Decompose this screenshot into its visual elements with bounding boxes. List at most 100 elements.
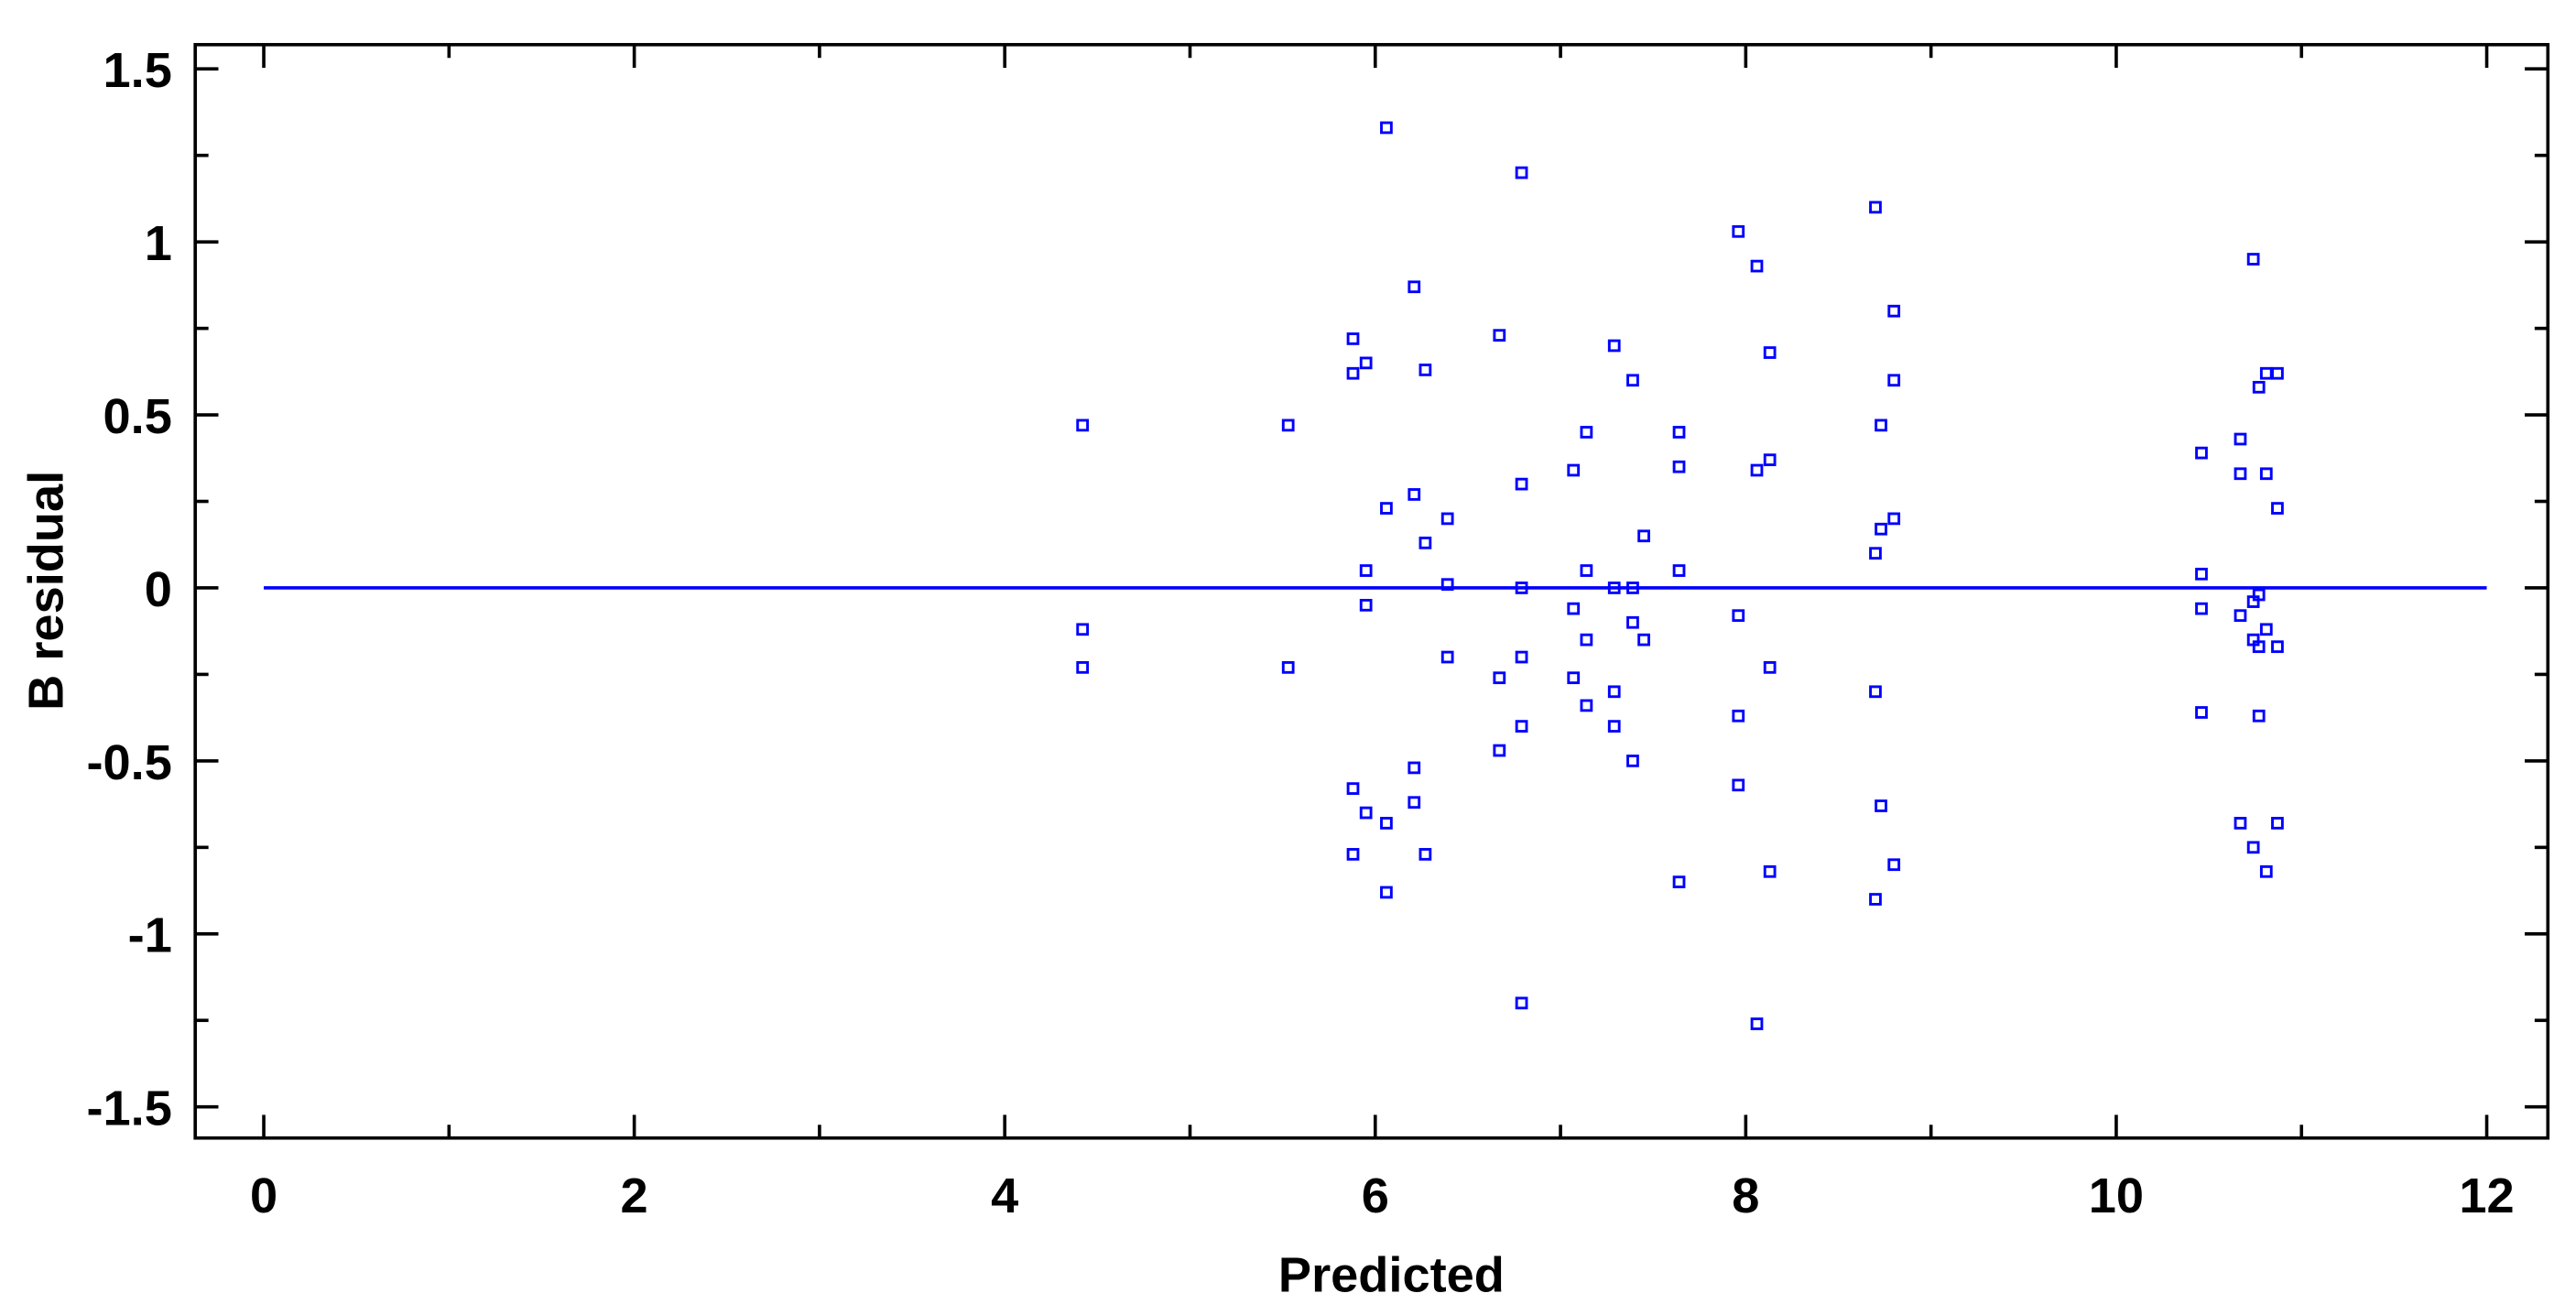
point bbox=[2252, 380, 2266, 394]
point bbox=[1626, 755, 1639, 767]
point bbox=[2195, 446, 2208, 460]
point bbox=[1875, 418, 1887, 432]
point bbox=[2234, 432, 2247, 446]
point bbox=[1408, 280, 1421, 294]
point bbox=[1887, 304, 1901, 318]
point bbox=[1515, 720, 1528, 733]
point bbox=[1869, 547, 1882, 560]
point bbox=[1626, 374, 1639, 387]
point bbox=[1750, 463, 1764, 477]
point bbox=[1750, 1017, 1764, 1030]
point bbox=[1580, 426, 1593, 439]
x-tick-label: 0 bbox=[250, 1168, 277, 1223]
point bbox=[2252, 640, 2266, 654]
y-tick-label: -1 bbox=[128, 908, 172, 963]
point bbox=[1637, 529, 1650, 543]
point bbox=[2271, 366, 2284, 380]
point bbox=[2195, 706, 2208, 719]
x-tick-label: 8 bbox=[1732, 1168, 1759, 1223]
point bbox=[1887, 512, 1901, 526]
plot-frame bbox=[193, 42, 2550, 1140]
y-tick-label: 1 bbox=[145, 216, 172, 271]
point bbox=[1076, 623, 1090, 636]
x-axis-label: Predicted bbox=[1278, 1248, 1505, 1303]
point bbox=[1380, 121, 1393, 135]
point bbox=[1763, 661, 1777, 674]
point bbox=[1607, 685, 1621, 699]
point bbox=[1875, 799, 1887, 812]
x-tick-label: 4 bbox=[991, 1168, 1018, 1223]
point bbox=[1359, 806, 1373, 820]
point bbox=[1515, 166, 1528, 179]
point bbox=[1515, 581, 1528, 594]
point bbox=[2271, 817, 2284, 830]
point bbox=[1281, 418, 1295, 432]
point bbox=[2271, 640, 2284, 654]
point bbox=[2271, 502, 2284, 515]
point bbox=[1440, 578, 1454, 592]
point bbox=[1380, 886, 1393, 899]
point bbox=[2246, 253, 2260, 266]
point bbox=[2234, 467, 2247, 481]
point bbox=[1076, 418, 1090, 432]
point bbox=[1580, 699, 1593, 712]
point bbox=[1607, 339, 1621, 353]
point bbox=[1869, 893, 1882, 906]
point bbox=[1626, 615, 1639, 629]
point bbox=[1418, 536, 1432, 549]
point bbox=[1763, 453, 1777, 467]
point bbox=[2234, 609, 2247, 623]
x-tick-label: 12 bbox=[2459, 1168, 2514, 1223]
point bbox=[1607, 720, 1621, 733]
point bbox=[2195, 567, 2208, 581]
point bbox=[1732, 224, 1745, 238]
y-tick-label: 0.5 bbox=[103, 389, 172, 444]
x-tick-label: 10 bbox=[2089, 1168, 2144, 1223]
point bbox=[1750, 259, 1764, 273]
point bbox=[1607, 581, 1621, 594]
point bbox=[1567, 671, 1581, 685]
point bbox=[1346, 782, 1360, 795]
point bbox=[1732, 778, 1745, 792]
point bbox=[1869, 201, 1882, 214]
point bbox=[1567, 602, 1581, 615]
point bbox=[1672, 875, 1686, 888]
y-tick-label: -1.5 bbox=[87, 1081, 172, 1136]
point bbox=[1440, 650, 1454, 664]
point bbox=[1515, 996, 1528, 1010]
point bbox=[1076, 661, 1090, 674]
point bbox=[1763, 346, 1777, 359]
point bbox=[1408, 488, 1421, 501]
point bbox=[1493, 744, 1506, 757]
point bbox=[1359, 598, 1373, 612]
point bbox=[1493, 671, 1506, 685]
point bbox=[1346, 332, 1360, 345]
point bbox=[1732, 709, 1745, 723]
point bbox=[2246, 841, 2260, 854]
point bbox=[1346, 366, 1360, 380]
point bbox=[1418, 364, 1432, 376]
point bbox=[1493, 329, 1506, 342]
point bbox=[1672, 426, 1686, 439]
point bbox=[1763, 864, 1777, 878]
point bbox=[1567, 463, 1581, 477]
point bbox=[1580, 633, 1593, 647]
point bbox=[1672, 564, 1686, 577]
x-tick-label: 2 bbox=[621, 1168, 648, 1223]
point bbox=[1515, 477, 1528, 491]
point bbox=[2259, 864, 2273, 878]
point bbox=[1515, 650, 1528, 664]
point bbox=[1408, 761, 1421, 775]
point bbox=[1359, 564, 1373, 577]
point bbox=[1875, 522, 1887, 536]
point bbox=[2252, 709, 2266, 723]
point bbox=[1580, 564, 1593, 577]
point bbox=[1418, 848, 1432, 861]
point bbox=[1637, 633, 1650, 647]
point bbox=[2252, 588, 2266, 602]
point bbox=[1408, 796, 1421, 810]
point bbox=[1359, 356, 1373, 370]
y-tick-label: 0 bbox=[145, 562, 172, 617]
